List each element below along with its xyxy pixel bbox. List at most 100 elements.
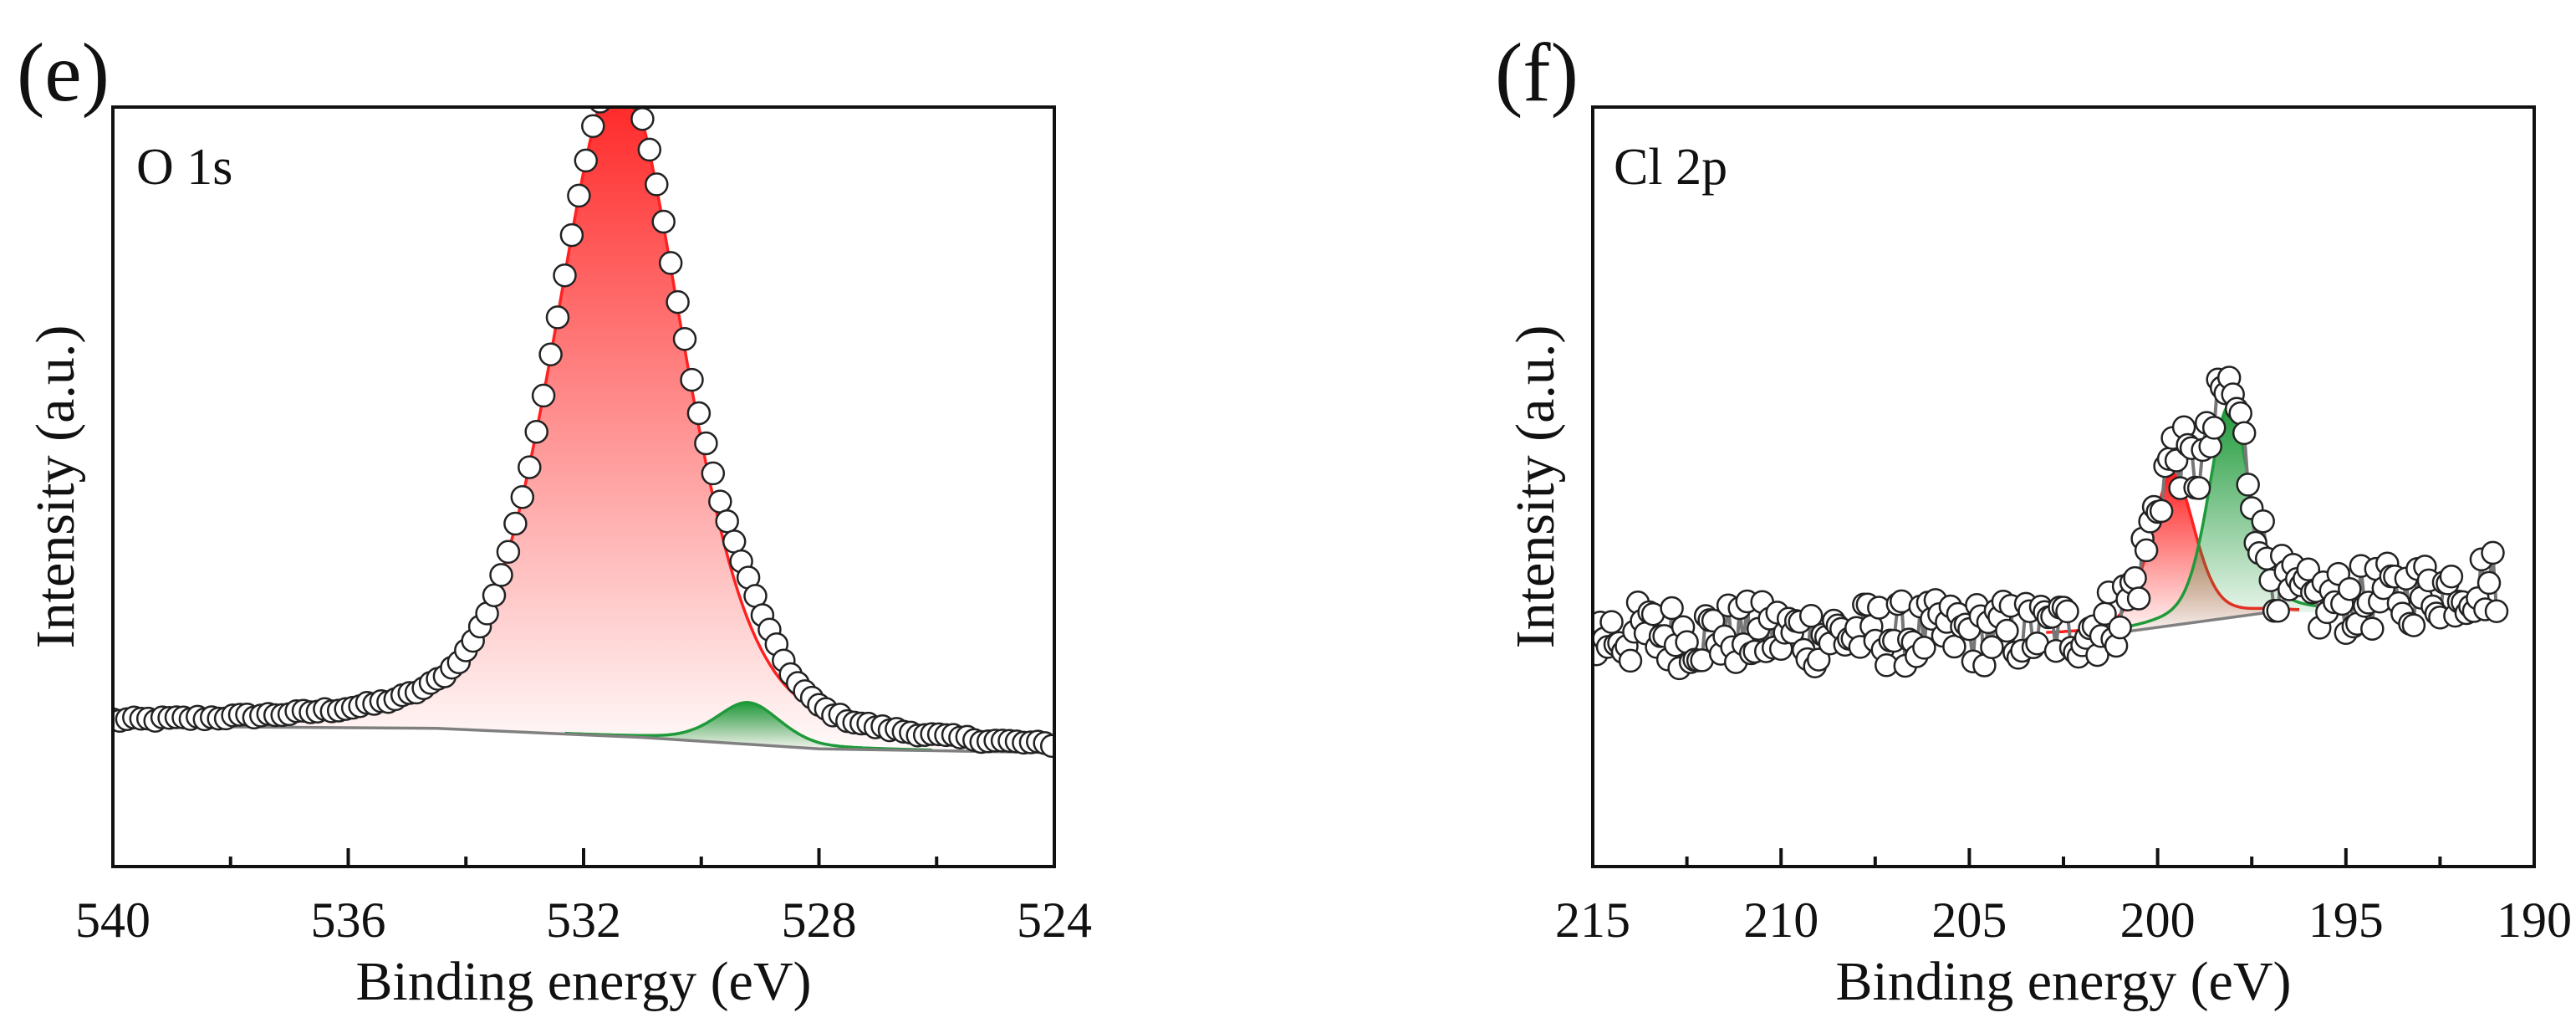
data-point: [694, 431, 718, 456]
panel-letter-f: (f): [1495, 26, 1579, 119]
data-point: [630, 107, 655, 131]
data-point: [686, 401, 712, 426]
peak-line: [564, 701, 932, 752]
data-point: [2338, 576, 2362, 601]
data-point: [2484, 599, 2509, 623]
data-point: [1039, 734, 1054, 759]
data-point: [510, 485, 535, 509]
data-point: [1660, 596, 1684, 621]
data-point: [604, 60, 625, 82]
data-point: [1618, 648, 1643, 673]
plot-content: [113, 59, 1054, 759]
x-tick-label: 532: [546, 892, 621, 948]
plot-area-f: [1593, 366, 2509, 681]
spectrum-label-cl2p: Cl 2p: [1614, 139, 1727, 196]
plot-area-e: [113, 59, 1054, 759]
plot-content: [1593, 366, 2509, 681]
data-point: [715, 509, 739, 534]
data-point: [589, 107, 611, 114]
x-ticks-f: 215 210 205 200 195 190: [1555, 848, 2572, 948]
x-tick-label: 215: [1555, 892, 1630, 948]
data-point: [2149, 499, 2174, 524]
spectrum-label-o1s: O 1s: [136, 139, 232, 196]
data-point: [489, 563, 513, 587]
data-point: [1942, 634, 1966, 659]
data-point: [2481, 540, 2505, 565]
data-point: [1995, 618, 2019, 643]
data-point: [618, 67, 640, 89]
data-point: [559, 222, 584, 248]
data-point: [610, 59, 632, 81]
data-point: [651, 209, 676, 234]
peak-fill: [2046, 473, 2299, 636]
data-point: [645, 172, 669, 197]
axis-frame-f: [1591, 105, 2536, 868]
data-point: [2186, 476, 2211, 500]
x-tick-label: 524: [1017, 892, 1092, 948]
data-point: [482, 583, 507, 607]
data-point: [2232, 421, 2257, 446]
data-point: [496, 540, 521, 565]
x-tick-label: 190: [2497, 892, 2572, 948]
peak-fill: [252, 107, 987, 752]
data-point: [2228, 401, 2252, 426]
panel-f: (f) Cl 2p 215 210 205 200 195 190 Binding ene…: [1495, 26, 2572, 1012]
data-point: [2055, 599, 2079, 624]
data-point: [1798, 604, 1824, 628]
data-point: [2126, 586, 2151, 611]
y-axis-title-e: Intensity (a.u.): [25, 325, 86, 649]
data-point: [2123, 565, 2147, 591]
peak-fill: [564, 702, 932, 751]
panel-letter-e: (e): [17, 26, 110, 119]
data-point: [2360, 616, 2385, 641]
data-point: [701, 461, 726, 486]
x-tick-label: 195: [2308, 892, 2384, 948]
data-point: [666, 289, 690, 315]
panel-e: (e) O 1s 540 536 532 528 524 Binding energy …: [17, 26, 1092, 1012]
data-point: [596, 72, 618, 94]
peak-fill: [2111, 405, 2347, 634]
data-point: [2108, 615, 2132, 640]
data-point: [2266, 598, 2290, 623]
data-point: [574, 148, 599, 173]
data-point: [2201, 416, 2227, 440]
x-tick-label: 205: [1931, 892, 2007, 948]
data-point: [2134, 538, 2159, 563]
data-point: [531, 383, 556, 408]
data-point: [658, 251, 683, 275]
data-point: [680, 367, 704, 392]
background-line: [113, 724, 1054, 754]
data-point: [637, 137, 662, 162]
data-point: [2477, 570, 2502, 596]
data-point: [708, 489, 732, 514]
data-point: [503, 511, 528, 536]
data-point: [1599, 610, 1624, 634]
data-point: [524, 419, 548, 444]
data-point: [553, 263, 577, 288]
data-point: [518, 455, 542, 479]
data-point: [545, 305, 570, 330]
data-point: [2439, 564, 2464, 589]
x-tick-label: 536: [311, 892, 386, 948]
x-axis-title-e: Binding energy (eV): [356, 951, 812, 1012]
data-point: [1980, 635, 2004, 660]
x-tick-label: 528: [782, 892, 857, 948]
data-point: [581, 114, 605, 139]
data-point: [2296, 557, 2321, 581]
data-point: [1806, 647, 1831, 672]
x-ticks-e: 540 536 532 528 524: [75, 848, 1092, 948]
y-axis-title-f: Intensity (a.u.): [1505, 325, 1566, 649]
x-tick-label: 540: [75, 892, 150, 948]
data-point: [567, 183, 591, 208]
data-point: [2401, 613, 2426, 637]
data-point: [628, 107, 643, 110]
x-axis-title-f: Binding energy (eV): [1836, 951, 2292, 1012]
data-point: [2251, 509, 2275, 534]
data-point: [2236, 473, 2260, 497]
data-point: [672, 327, 697, 351]
data-point: [1912, 636, 1936, 660]
data-point: [722, 529, 747, 554]
x-tick-label: 210: [1743, 892, 1819, 948]
